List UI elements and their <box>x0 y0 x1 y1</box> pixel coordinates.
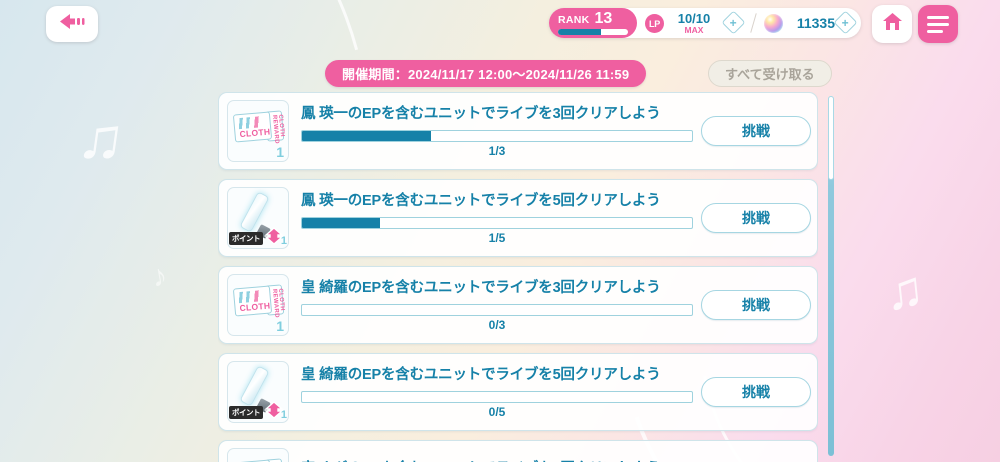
rank-chip: RANK 13 <box>549 8 637 38</box>
mission-progress-text: 1/3 <box>488 143 506 158</box>
ticket-label: CLOTH <box>239 126 271 140</box>
mission-progress-text: 1/5 <box>488 230 506 245</box>
music-note-icon: ♫ <box>882 260 927 322</box>
status-divider <box>750 13 757 33</box>
mission-row[interactable]: ポイント 1 皇 綺羅のEPを含むユニットでライブを5回クリアしよう 0/5 挑… <box>218 353 818 431</box>
mission-progress-bar <box>301 216 693 229</box>
mission-row[interactable]: CLOTH REWARD CLOTH 1 帝 ナギのEPを含むユニットでライブを… <box>218 440 818 462</box>
mission-title: 鳳 瑛一のEPを含むユニットでライブを3回クリアしよう <box>301 105 661 122</box>
lp-max-label: MAX <box>684 25 704 35</box>
mission-title: 帝 ナギのEPを含むユニットでライブを3回クリアしよう <box>301 460 693 462</box>
mission-row[interactable]: CLOTH REWARD CLOTH 1 皇 綺羅のEPを含むユニットでライブを… <box>218 266 818 344</box>
lp-badge-icon: LP <box>645 14 664 33</box>
reward-icon: ポイント 1 <box>227 361 289 423</box>
challenge-button[interactable]: 挑戦 <box>701 377 811 407</box>
challenge-button[interactable]: 挑戦 <box>701 203 811 233</box>
mission-body: 鳳 瑛一のEPを含むユニットでライブを5回クリアしよう 1/5 <box>289 192 701 245</box>
mission-list[interactable]: CLOTH REWARD CLOTH 1 鳳 瑛一のEPを含むユニットでライブを… <box>218 92 818 462</box>
gem-icon <box>764 14 783 33</box>
point-badge-label: ポイント <box>229 232 263 245</box>
rank-value: 13 <box>594 10 613 27</box>
music-note-icon: ♪ <box>149 258 170 295</box>
mission-list-scrollbar-track[interactable] <box>828 96 834 456</box>
lp-value-group: 10/10 MAX <box>670 12 718 35</box>
reward-icon: ポイント 1 <box>227 187 289 249</box>
hamburger-menu-icon <box>927 15 949 19</box>
rank-label: RANK <box>558 14 590 26</box>
music-note-icon: ♫ <box>73 101 130 176</box>
cloth-ticket-icon: CLOTH REWARD CLOTH <box>232 110 286 145</box>
reward-quantity: 1 <box>280 235 287 247</box>
mission-title: 皇 綺羅のEPを含むユニットでライブを3回クリアしよう <box>301 279 661 296</box>
home-icon <box>882 12 903 36</box>
mission-progress-bar <box>301 129 693 142</box>
mission-progress-text: 0/3 <box>488 317 506 332</box>
ticket-stub-label: CLOTH REWARD <box>271 288 285 319</box>
challenge-button[interactable]: 挑戦 <box>701 290 811 320</box>
reward-quantity: 1 <box>280 409 287 421</box>
mission-progress-fill <box>302 130 431 141</box>
mission-progress-text: 0/5 <box>488 404 506 419</box>
point-badge-label: ポイント <box>229 406 263 419</box>
top-bar: RANK 13 LP 10/10 MAX + 11335 + <box>0 0 1000 50</box>
gem-count: 11335 <box>796 15 835 31</box>
mission-body: 皇 綺羅のEPを含むユニットでライブを5回クリアしよう 0/5 <box>289 366 701 419</box>
reward-icon: CLOTH REWARD CLOTH 1 <box>227 274 289 336</box>
ticket-stub-label: CLOTH REWARD <box>271 114 285 145</box>
cloth-ticket-icon: CLOTH REWARD CLOTH <box>232 284 286 319</box>
mission-body: 帝 ナギのEPを含むユニットでライブを3回クリアしよう <box>289 460 701 462</box>
point-arrow-icon <box>264 226 284 246</box>
mission-list-scrollbar-thumb[interactable] <box>828 96 834 180</box>
rank-progress-bar <box>558 29 628 35</box>
reward-icon: CLOTH REWARD CLOTH 1 <box>227 448 289 462</box>
reward-quantity: 1 <box>276 144 284 160</box>
event-period-row: 開催期間：2024/11/17 12:00〜2024/11/26 11:59 す… <box>0 60 1000 88</box>
mission-title: 皇 綺羅のEPを含むユニットでライブを5回クリアしよう <box>301 366 661 383</box>
reward-quantity: 1 <box>276 318 284 334</box>
home-button[interactable] <box>872 5 912 43</box>
mission-body: 皇 綺羅のEPを含むユニットでライブを3回クリアしよう 0/3 <box>289 279 701 332</box>
ticket-label: CLOTH <box>239 300 271 314</box>
back-button[interactable] <box>46 6 98 42</box>
mission-progress-bar <box>301 390 693 403</box>
mission-row[interactable]: ポイント 1 鳳 瑛一のEPを含むユニットでライブを5回クリアしよう 1/5 挑… <box>218 179 818 257</box>
player-status-bar: RANK 13 LP 10/10 MAX + 11335 + <box>549 8 861 38</box>
claim-all-button[interactable]: すべて受け取る <box>708 60 832 87</box>
challenge-button[interactable]: 挑戦 <box>701 116 811 146</box>
point-arrow-icon <box>264 400 284 420</box>
mission-row[interactable]: CLOTH REWARD CLOTH 1 鳳 瑛一のEPを含むユニットでライブを… <box>218 92 818 170</box>
back-arrow-icon <box>59 13 85 35</box>
menu-button[interactable] <box>918 5 958 43</box>
lp-value: 10/10 <box>677 11 711 26</box>
mission-progress-bar <box>301 303 693 316</box>
gem-plus-button[interactable]: + <box>833 10 858 35</box>
mission-body: 鳳 瑛一のEPを含むユニットでライブを3回クリアしよう 1/3 <box>289 105 701 158</box>
reward-icon: CLOTH REWARD CLOTH 1 <box>227 100 289 162</box>
mission-title: 鳳 瑛一のEPを含むユニットでライブを5回クリアしよう <box>301 192 661 209</box>
mission-progress-fill <box>302 217 380 228</box>
event-period-banner: 開催期間：2024/11/17 12:00〜2024/11/26 11:59 <box>325 60 647 87</box>
lp-plus-button[interactable]: + <box>721 10 746 35</box>
